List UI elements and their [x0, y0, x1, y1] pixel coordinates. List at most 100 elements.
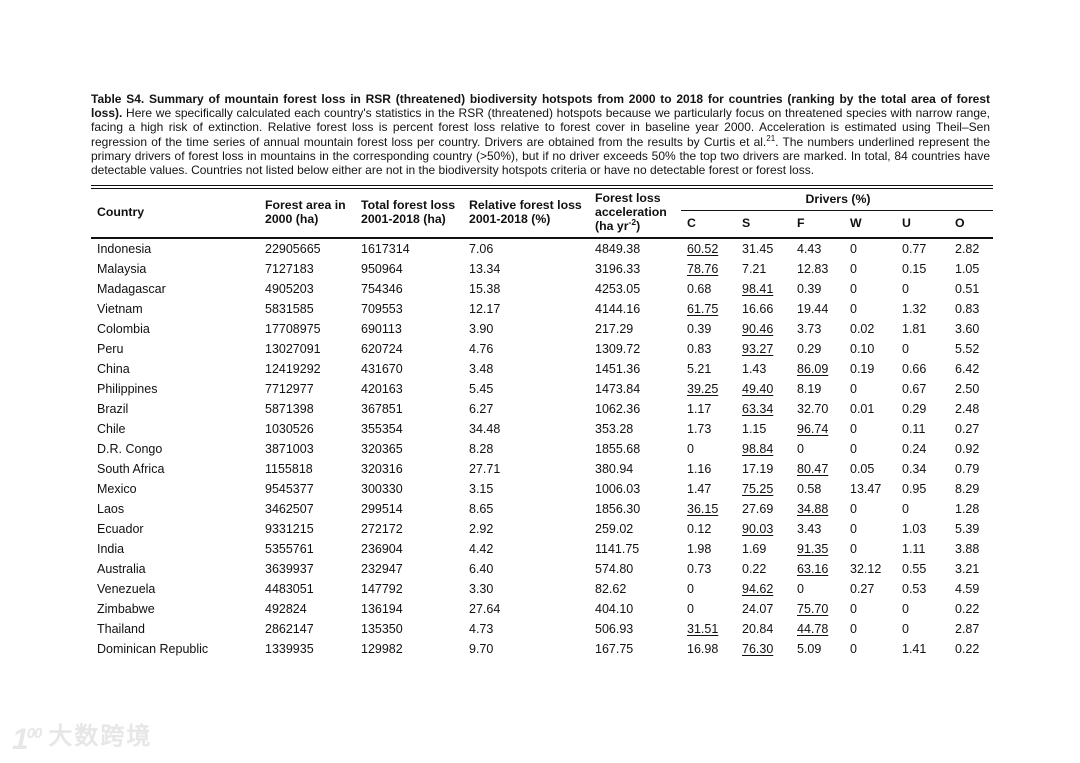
driver-cell: 5.09	[797, 641, 822, 656]
driver-cell: 0	[850, 601, 857, 616]
driver-cell: 0	[902, 281, 909, 296]
total-loss-cell: 355354	[361, 421, 403, 436]
driver-cell: 0	[850, 621, 857, 636]
primary-driver-value: 96.74	[797, 421, 829, 436]
acceleration-cell: 3196.33	[595, 261, 641, 276]
primary-driver-value: 44.78	[797, 621, 829, 636]
acceleration-cell: 1855.68	[595, 441, 641, 456]
driver-cell: 0	[850, 641, 857, 656]
driver-cell: 20.84	[742, 621, 774, 636]
driver-cell: 32.70	[797, 401, 829, 416]
primary-driver-value: 39.25	[687, 381, 719, 396]
primary-driver-value: 78.76	[687, 261, 719, 276]
col-header-driver-o: O	[955, 216, 965, 231]
relative-loss-cell: 34.48	[469, 421, 501, 436]
table-row: Philippines 7712977 420163 5.45 1473.84 39.25…	[91, 379, 993, 399]
primary-driver-value: 75.70	[797, 601, 829, 616]
forest-area-cell: 3462507	[265, 501, 314, 516]
driver-cell: 1.16	[687, 461, 712, 476]
forest-area-cell: 5871398	[265, 401, 314, 416]
forest-area-cell: 4905203	[265, 281, 314, 296]
driver-cell: 13.47	[850, 481, 882, 496]
driver-cell: 4.59	[955, 581, 980, 596]
driver-cell: 0.68	[687, 281, 712, 296]
driver-cell: 0	[687, 581, 694, 596]
driver-cell: 49.40	[736, 379, 791, 399]
driver-cell: 3.21	[955, 561, 980, 576]
col-header-forest-area: Forest area in 2000 (ha)	[265, 198, 346, 226]
country-cell: Peru	[97, 341, 124, 356]
total-loss-cell: 232947	[361, 561, 403, 576]
driver-cell: 7.21	[742, 261, 767, 276]
driver-cell: 31.51	[681, 619, 736, 639]
driver-cell: 0.83	[687, 341, 712, 356]
driver-cell: 0	[902, 601, 909, 616]
total-loss-cell: 431670	[361, 361, 403, 376]
col-header-drivers-group: Drivers (%)	[681, 187, 994, 212]
forest-area-cell: 4483051	[265, 581, 314, 596]
watermark-brand-text: 大数跨境	[48, 723, 153, 750]
driver-cell: 63.16	[791, 559, 844, 579]
driver-cell: 4.43	[797, 241, 822, 256]
driver-cell: 98.84	[736, 439, 791, 459]
table-row: Brazil 5871398 367851 6.27 1062.36 1.17 63.34 3…	[91, 399, 993, 419]
primary-driver-value: 63.16	[797, 561, 829, 576]
driver-cell: 0.51	[955, 281, 980, 296]
driver-cell: 0.05	[850, 461, 875, 476]
col-header-relative-loss: Relative forest loss 2001-2018 (%)	[469, 198, 582, 226]
col-header-total-loss: Total forest loss 2001-2018 (ha)	[361, 198, 456, 226]
country-cell: Colombia	[97, 321, 150, 336]
header-row-groups: Country Forest area in 2000 (ha) Total f…	[91, 187, 994, 233]
total-loss-cell: 367851	[361, 401, 403, 416]
driver-cell: 0.01	[850, 401, 875, 416]
country-cell: Mexico	[97, 481, 137, 496]
table-header: Country Forest area in 2000 (ha) Total f…	[91, 187, 994, 238]
forest-area-cell: 9545377	[265, 481, 314, 496]
driver-cell: 1.69	[742, 541, 767, 556]
driver-cell: 61.75	[681, 299, 736, 319]
relative-loss-cell: 6.27	[469, 401, 494, 416]
table-caption: Table S4. Summary of mountain forest los…	[91, 92, 990, 177]
driver-cell: 0	[850, 541, 857, 556]
relative-loss-cell: 15.38	[469, 281, 501, 296]
country-cell: D.R. Congo	[97, 441, 163, 456]
total-loss-cell: 129982	[361, 641, 403, 656]
driver-cell: 75.70	[791, 599, 844, 619]
driver-cell: 0.27	[850, 581, 875, 596]
driver-cell: 44.78	[791, 619, 844, 639]
relative-loss-cell: 5.45	[469, 381, 494, 396]
primary-driver-value: 90.03	[742, 521, 774, 536]
acceleration-label: Forest loss acceleration	[595, 191, 667, 220]
driver-cell: 31.45	[742, 241, 774, 256]
forest-area-cell: 5831585	[265, 301, 314, 316]
col-header-country: Country	[97, 205, 145, 220]
acceleration-cell: 217.29	[595, 321, 634, 336]
driver-cell: 63.34	[736, 399, 791, 419]
document-page: Table S4. Summary of mountain forest los…	[91, 92, 994, 659]
driver-cell: 0	[850, 241, 857, 256]
forest-area-cell: 5355761	[265, 541, 314, 556]
driver-cell: 96.74	[791, 419, 844, 439]
driver-cell: 91.35	[791, 539, 844, 559]
driver-cell: 1.05	[955, 261, 980, 276]
forest-area-cell: 17708975	[265, 321, 321, 336]
total-loss-cell: 420163	[361, 381, 403, 396]
acceleration-cell: 574.80	[595, 561, 634, 576]
country-cell: Australia	[97, 561, 146, 576]
country-cell: China	[97, 361, 130, 376]
total-loss-cell: 135350	[361, 621, 403, 636]
total-loss-cell: 320365	[361, 441, 403, 456]
table-row: Australia 3639937 232947 6.40 574.80 0.73 0.22…	[91, 559, 993, 579]
table-body: Indonesia 22905665 1617314 7.06 4849.38 60.52…	[91, 238, 993, 659]
driver-cell: 12.83	[797, 261, 829, 276]
driver-cell: 90.03	[736, 519, 791, 539]
country-cell: Philippines	[97, 381, 158, 396]
table-row: Zimbabwe 492824 136194 27.64 404.10 0 24.07 75.…	[91, 599, 993, 619]
forest-area-cell: 2862147	[265, 621, 314, 636]
driver-cell: 90.46	[736, 319, 791, 339]
driver-cell: 0	[797, 581, 804, 596]
driver-cell: 0.73	[687, 561, 712, 576]
driver-cell: 1.81	[902, 321, 927, 336]
driver-cell: 0.22	[955, 641, 980, 656]
driver-cell: 27.69	[742, 501, 774, 516]
